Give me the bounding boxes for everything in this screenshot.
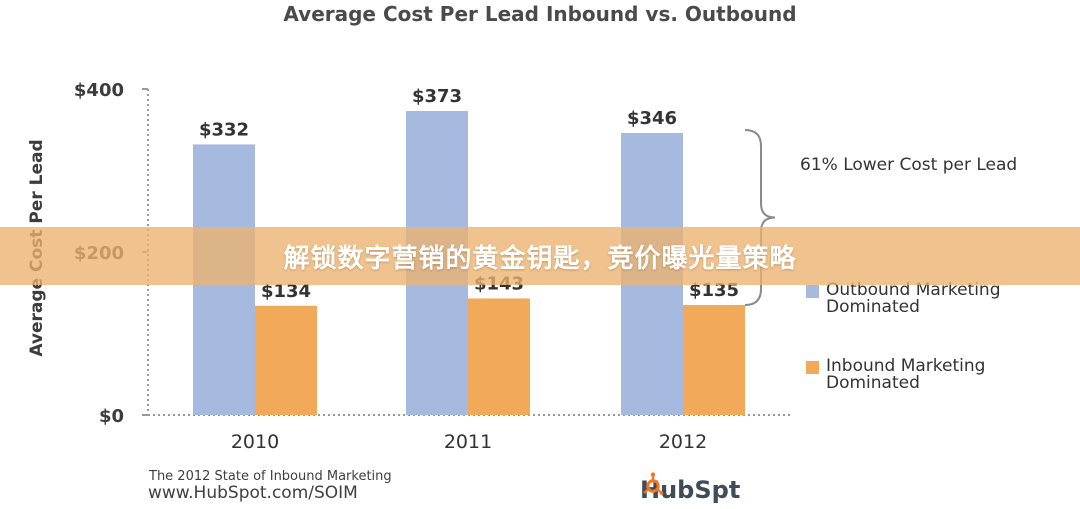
logo-text-after: t (728, 476, 741, 504)
source-url: www.HubSpot.com/SOIM (148, 483, 358, 503)
sprocket-icon (643, 472, 664, 495)
data-label: $135 (689, 280, 739, 301)
y-tick-label: $0 (99, 406, 124, 427)
banner-text: 解锁数字营销的黄金钥匙，竞价曝光量策略 (283, 243, 797, 274)
data-label: $346 (627, 108, 677, 129)
y-tick-label: $400 (74, 80, 124, 101)
hubspot-logo: HubSp t (640, 472, 740, 508)
x-tick-label: 2011 (444, 431, 492, 453)
legend-label: Inbound Marketing Dominated (826, 356, 985, 393)
bar-inbound-2011 (468, 298, 530, 415)
legend-swatch (806, 285, 819, 298)
annotation-text: 61% Lower Cost per Lead (800, 155, 1017, 175)
x-tick-label: 2012 (659, 431, 707, 453)
legend-swatch (806, 361, 819, 374)
x-tick-label: 2010 (231, 431, 279, 453)
annotation-brace (744, 129, 776, 306)
bar-inbound-2010 (255, 305, 317, 415)
data-label: $134 (261, 281, 311, 302)
source-caption: The 2012 State of Inbound Marketing (149, 469, 392, 484)
bar-inbound-2012 (683, 304, 745, 415)
chart-title: Average Cost Per Lead Inbound vs. Outbou… (283, 2, 797, 26)
overlay-banner: 解锁数字营销的黄金钥匙，竞价曝光量策略 (0, 227, 1080, 285)
legend-label: Outbound Marketing Dominated (826, 280, 1000, 317)
data-label: $332 (199, 119, 249, 140)
data-label: $373 (412, 86, 462, 107)
